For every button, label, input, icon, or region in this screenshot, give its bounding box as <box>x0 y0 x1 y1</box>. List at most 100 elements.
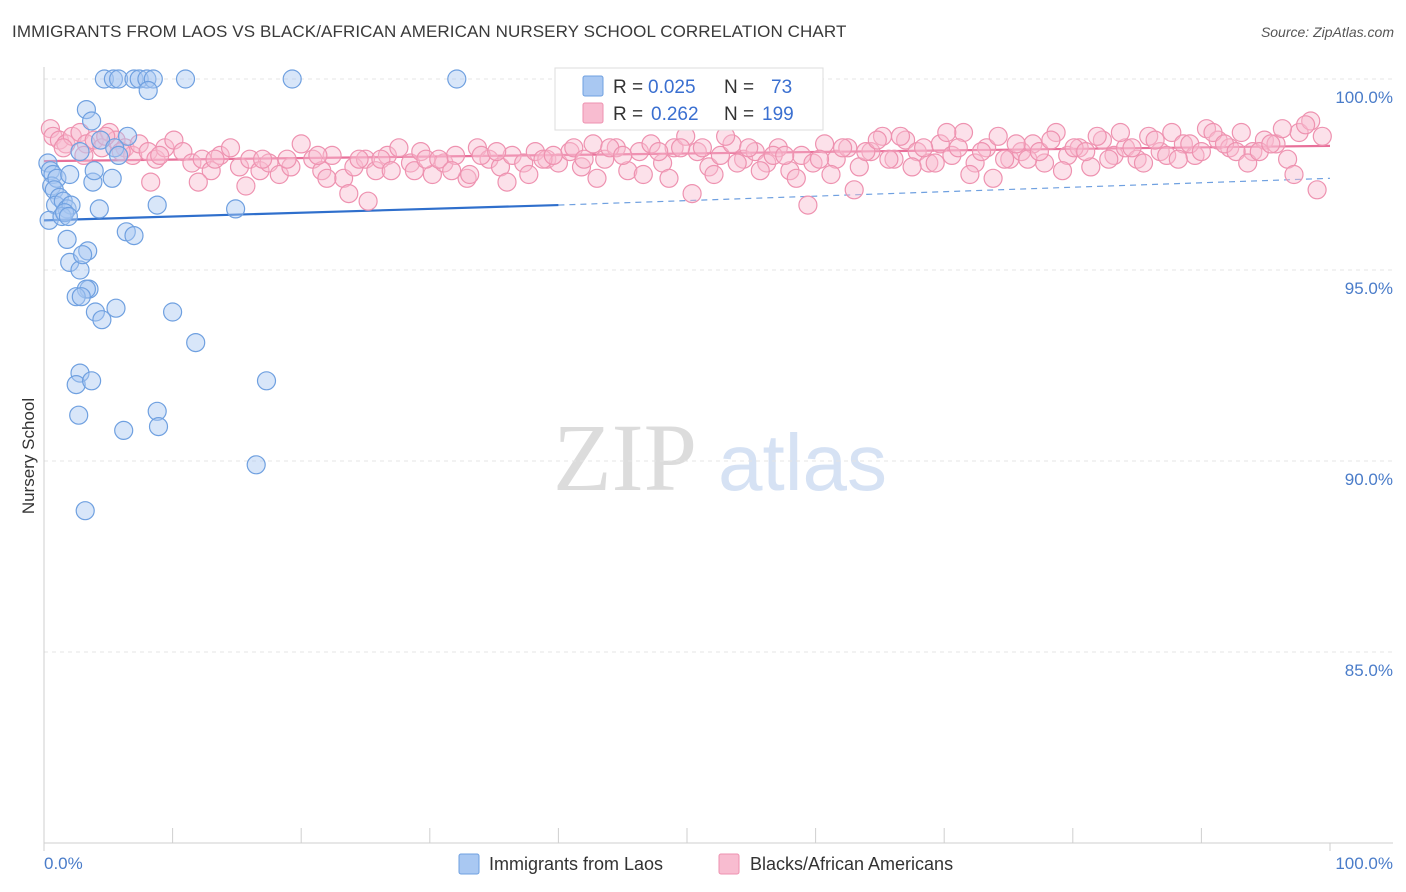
point-black-88 <box>953 122 974 143</box>
point-black-19 <box>182 153 202 173</box>
point-black-150 <box>574 149 594 169</box>
point-black-176 <box>890 126 911 146</box>
point-black-165 <box>763 145 783 165</box>
point-black-186 <box>1006 134 1026 154</box>
point-black-21 <box>201 161 221 181</box>
point-black-195 <box>1110 122 1131 143</box>
point-black-58 <box>606 138 626 158</box>
point-black-155 <box>649 142 669 162</box>
legend-r-label-black: R = <box>613 104 643 125</box>
point-black-106 <box>1162 122 1182 143</box>
point-laos-0 <box>38 153 58 173</box>
bottom-legend-label-laos: Immigrants from Laos <box>489 854 663 874</box>
point-black-50 <box>514 153 534 173</box>
bottom-legend-swatch-laos <box>458 853 480 875</box>
legend-n-value-laos: 73 <box>771 77 792 98</box>
watermark: ZIP atlas <box>553 404 887 511</box>
point-laos-18 <box>58 206 79 227</box>
point-black-204 <box>1214 134 1235 154</box>
point-black-77 <box>826 149 846 169</box>
point-black-207 <box>1249 142 1269 162</box>
point-black-119 <box>1312 126 1332 146</box>
x-tick-label-min: 0.0% <box>44 854 83 873</box>
point-black-163 <box>739 138 759 158</box>
point-black-178 <box>913 138 934 158</box>
point-black-200 <box>1168 149 1188 169</box>
point-black-127 <box>205 149 225 169</box>
point-black-33 <box>322 145 342 165</box>
legend-r-value-black: 0.262 <box>651 104 699 125</box>
y-axis-label: Nursery School <box>19 398 38 514</box>
point-black-131 <box>308 145 328 165</box>
point-black-120 <box>53 138 73 158</box>
series-laos-points <box>38 69 467 521</box>
point-laos-20 <box>57 229 77 249</box>
trend-line-laos <box>43 203 559 222</box>
point-black-63 <box>664 138 684 158</box>
point-laos-58 <box>138 80 158 101</box>
point-black-140 <box>429 149 449 169</box>
point-black-202 <box>1191 142 1212 162</box>
point-black-55 <box>571 157 592 177</box>
correlation-legend: R = 0.025 N = 73 R = 0.262 N = 199 <box>554 67 824 131</box>
point-laos-17 <box>102 168 122 188</box>
point-laos-41 <box>256 371 277 391</box>
point-black-107 <box>1173 134 1194 154</box>
point-black-61 <box>641 134 661 154</box>
point-black-137 <box>381 161 401 181</box>
watermark-atlas: atlas <box>718 418 887 507</box>
legend-n-label-laos: N = <box>724 77 754 98</box>
point-black-151 <box>587 168 607 188</box>
point-black-190 <box>1052 161 1073 181</box>
point-black-76 <box>814 134 835 154</box>
point-black-112 <box>1231 122 1251 143</box>
point-laos-38 <box>70 363 90 383</box>
point-black-135 <box>358 191 378 211</box>
point-black-30 <box>291 134 311 154</box>
point-black-144 <box>487 142 507 162</box>
point-laos-54 <box>143 69 163 89</box>
point-black-192 <box>1076 142 1096 162</box>
point-black-125 <box>150 145 170 165</box>
point-black-7 <box>84 130 104 150</box>
point-black-78 <box>838 138 858 158</box>
point-black-172 <box>844 180 864 200</box>
point-black-153 <box>613 145 633 165</box>
point-laos-65 <box>70 142 90 162</box>
point-laos-39 <box>66 375 86 395</box>
point-black-201 <box>1180 134 1200 154</box>
point-black-211 <box>1295 115 1316 135</box>
point-black-166 <box>775 145 795 165</box>
point-black-203 <box>1203 122 1223 143</box>
point-black-59 <box>618 161 638 181</box>
point-black-24 <box>229 157 250 177</box>
point-black-193 <box>1087 126 1107 146</box>
point-laos-33 <box>124 226 144 246</box>
point-laos-64 <box>108 145 129 165</box>
point-laos-43 <box>147 401 167 421</box>
legend-n-value-black: 199 <box>762 104 794 125</box>
point-black-126 <box>188 172 208 192</box>
bottom-legend-label-black: Blacks/African Americans <box>750 854 953 874</box>
point-black-90 <box>976 138 997 158</box>
point-black-100 <box>1092 130 1113 150</box>
point-laos-45 <box>114 420 134 440</box>
point-black-208 <box>1261 134 1281 154</box>
point-black-180 <box>937 122 957 143</box>
legend-n-label-black: N = <box>724 104 754 125</box>
point-black-187 <box>1018 149 1038 169</box>
x-tick-label-max: 100.0% <box>1335 854 1393 873</box>
point-laos-14 <box>60 164 80 185</box>
point-laos-31 <box>92 310 112 330</box>
point-black-87 <box>942 145 962 165</box>
point-black-113 <box>1243 142 1263 162</box>
point-laos-42 <box>69 405 89 425</box>
y-tick-label-0: 100.0% <box>1335 88 1393 107</box>
point-black-49 <box>502 145 522 165</box>
point-black-171 <box>832 138 853 158</box>
point-laos-37 <box>186 333 206 353</box>
point-laos-50 <box>108 69 129 89</box>
point-black-83 <box>895 130 916 150</box>
point-black-37 <box>366 161 386 181</box>
